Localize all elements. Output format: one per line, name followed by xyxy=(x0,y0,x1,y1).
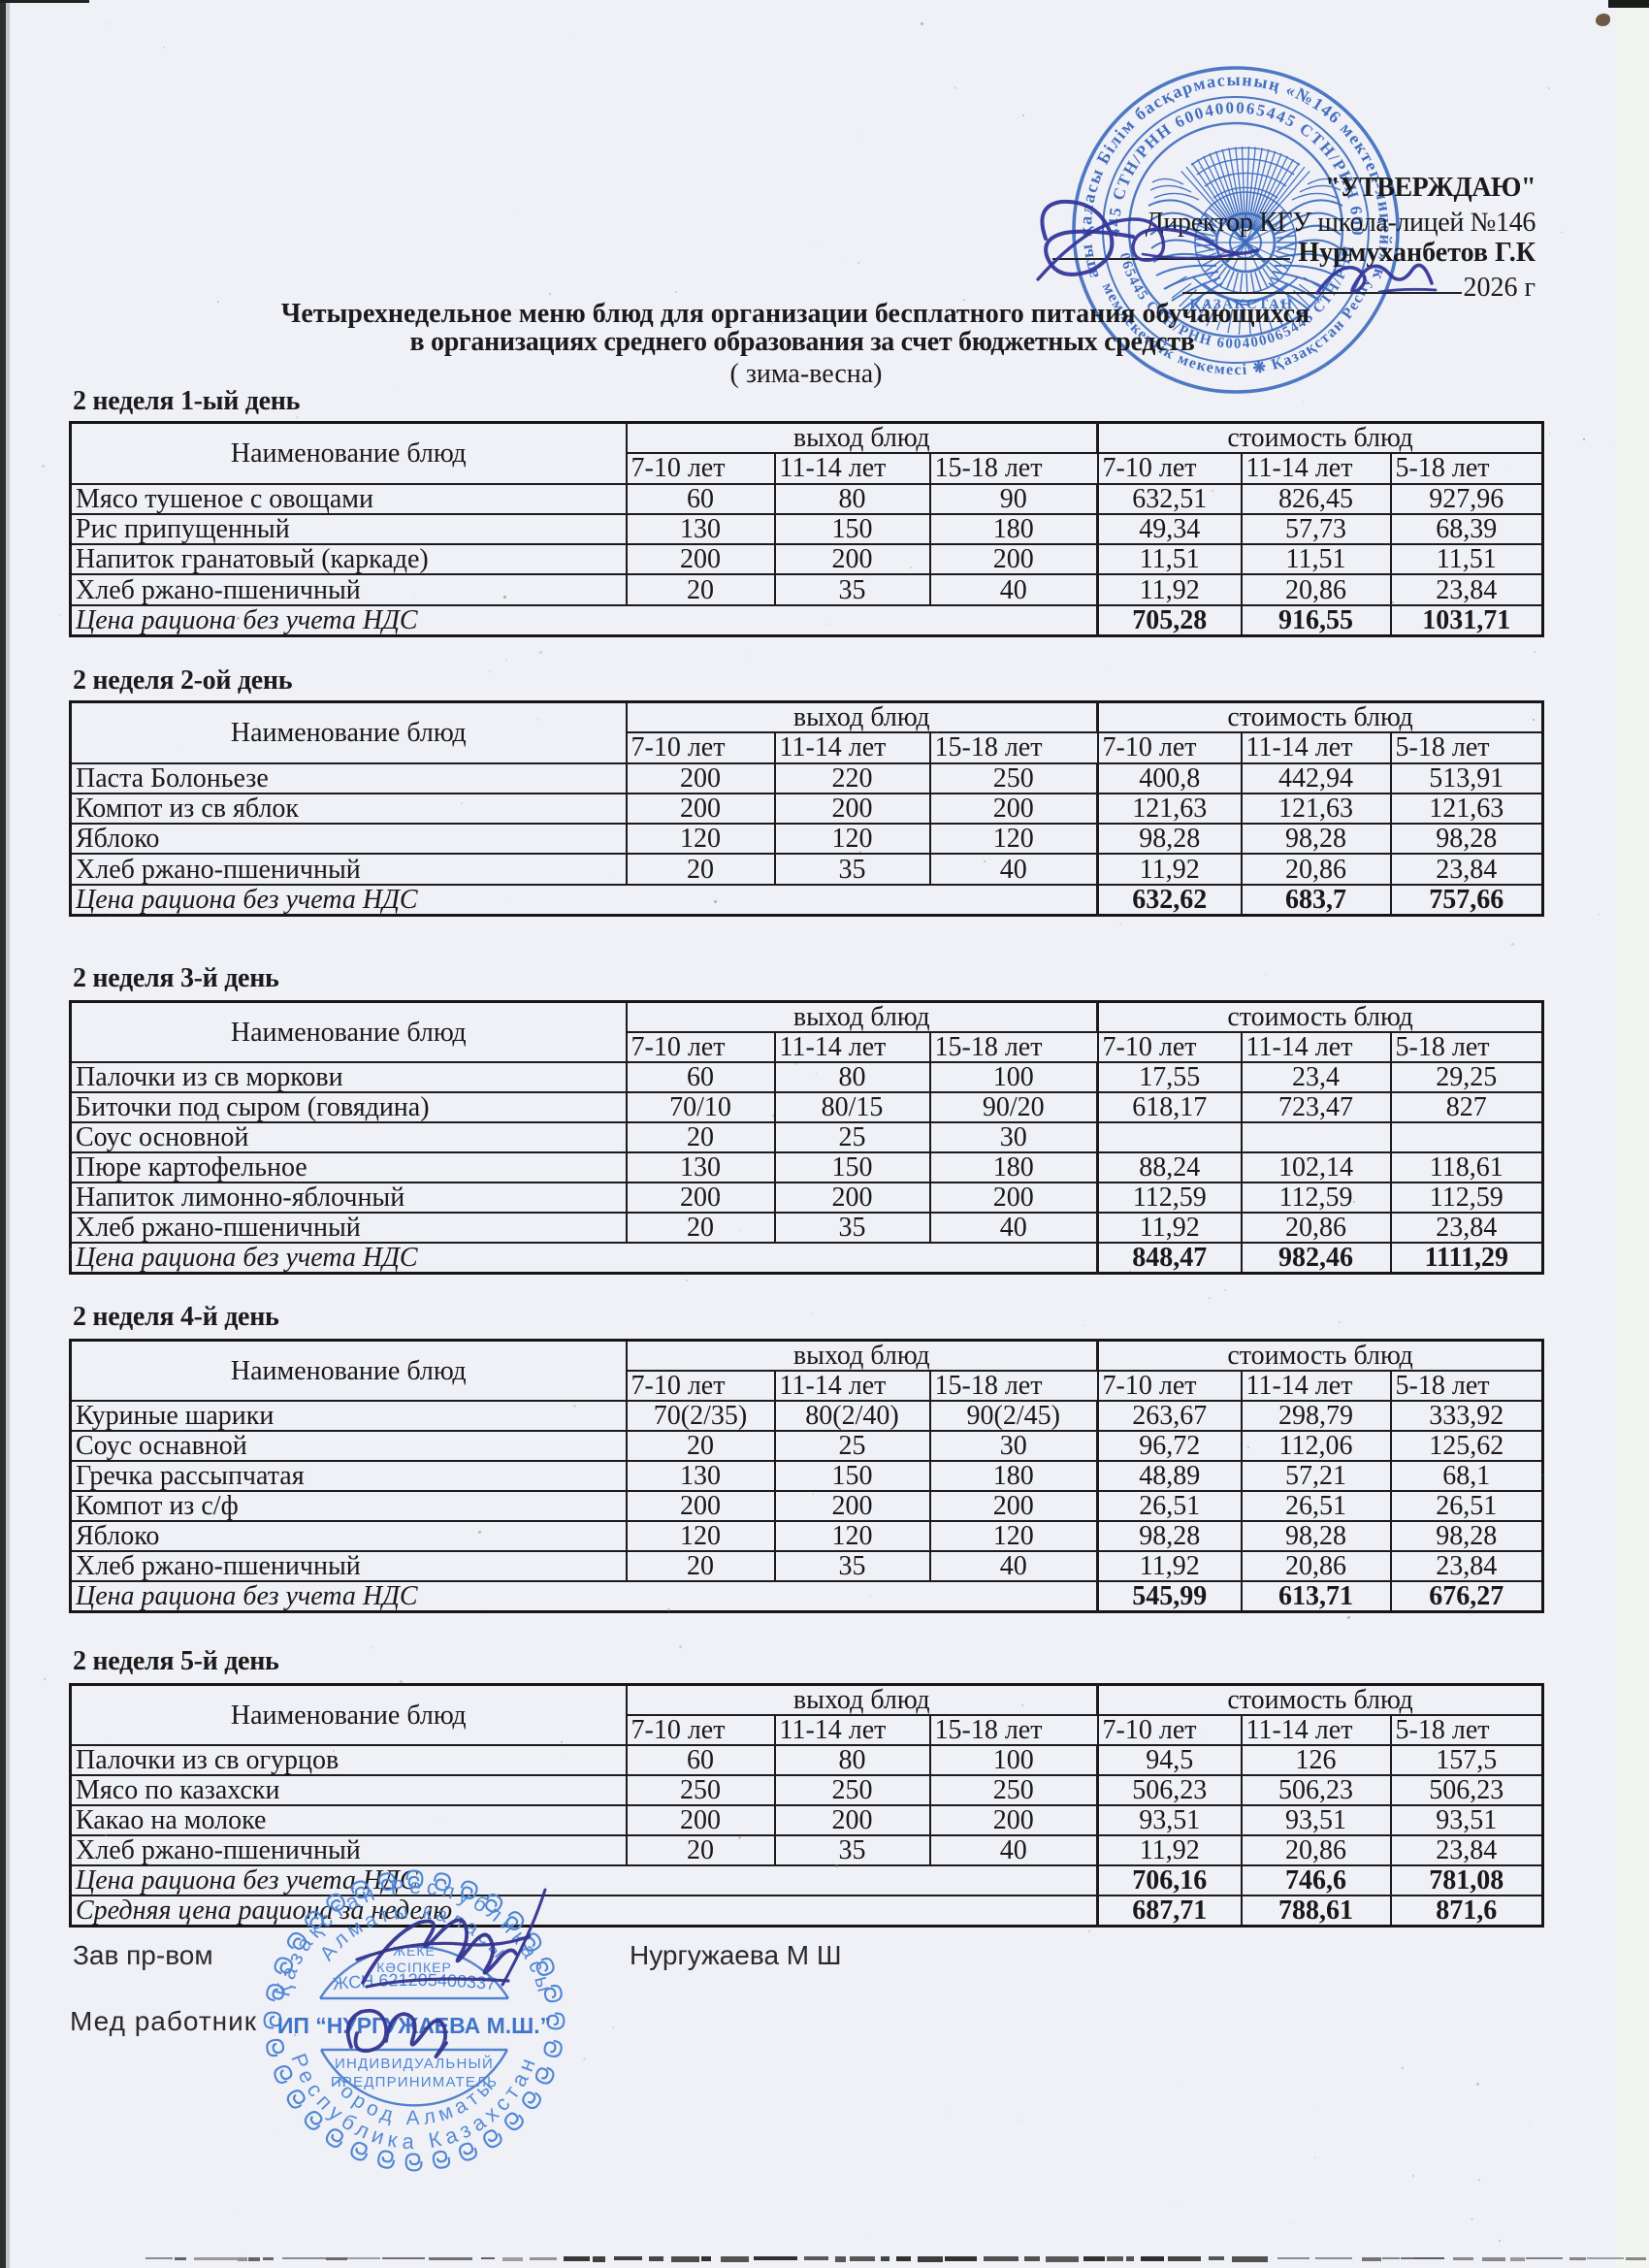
svg-text:ИНДИВИДУАЛЬНЫЙ: ИНДИВИДУАЛЬНЫЙ xyxy=(335,2055,494,2072)
svg-text:ЖСН 621205400337: ЖСН 621205400337 xyxy=(332,1970,497,1993)
svg-text:ЖЕКЕ: ЖЕКЕ xyxy=(393,1943,436,1959)
svg-text:ПРЕДПРИНИМАТЕЛЬ: ПРЕДПРИНИМАТЕЛЬ xyxy=(331,2074,498,2090)
svg-text:ҚАЗАҚСТАН: ҚАЗАҚСТАН xyxy=(1189,297,1293,312)
svg-text:ИП “НУРГУЖАЕВА М.Ш.”: ИП “НУРГУЖАЕВА М.Ш.” xyxy=(277,2013,551,2038)
